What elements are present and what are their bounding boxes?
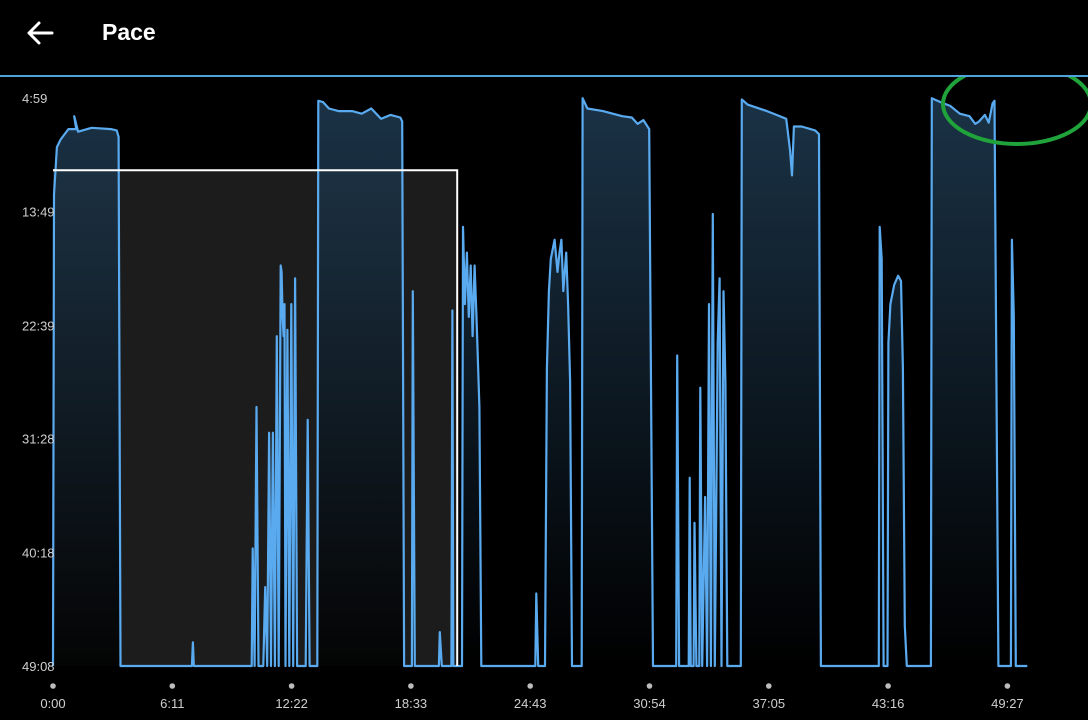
- pace-area-fill: [53, 98, 1028, 666]
- x-tick-dot: [885, 683, 891, 689]
- x-tick-dot: [408, 683, 414, 689]
- x-tick-label: 0:00: [40, 696, 65, 711]
- x-tick-label: 12:22: [275, 696, 308, 711]
- page-title: Pace: [102, 19, 156, 45]
- header-divider: [0, 75, 1088, 77]
- annotation-ellipse: [941, 62, 1088, 146]
- x-tick-dot: [766, 683, 772, 689]
- x-tick-label: 37:05: [753, 696, 786, 711]
- x-tick-label: 18:33: [395, 696, 428, 711]
- x-tick-label: 6:11: [160, 696, 184, 711]
- arrow-left-icon: [27, 21, 54, 45]
- x-tick-dot: [646, 683, 653, 689]
- y-tick-label: 40:18: [22, 545, 55, 560]
- x-tick-dot: [1004, 683, 1011, 689]
- x-tick-dot: [169, 683, 176, 689]
- app-bar: Pace: [0, 0, 1088, 75]
- x-tick-label: 30:54: [633, 696, 666, 711]
- y-tick-label: 4:59: [22, 91, 47, 106]
- back-button[interactable]: [22, 15, 58, 51]
- pace-chart-svg[interactable]: 4:59 13:49 22:39 31:28 40:18 49:08 0:00 6:11 12:…: [0, 62, 1088, 715]
- x-tick-label: 43:16: [872, 696, 905, 711]
- y-tick-label: 49:08: [22, 659, 55, 674]
- x-tick-dot: [288, 683, 295, 689]
- x-tick-label: 49:27: [991, 696, 1024, 711]
- pace-line: [51, 97, 1028, 668]
- x-tick-dot: [527, 683, 533, 689]
- y-tick-label: 13:49: [22, 205, 55, 220]
- x-tick-label: 24:43: [514, 696, 547, 711]
- y-tick-label: 31:28: [22, 432, 55, 447]
- selection-border: [53, 169, 459, 666]
- pace-chart[interactable]: 4:59 13:49 22:39 31:28 40:18 49:08 0:00 6:11 12:…: [0, 62, 1088, 715]
- x-tick-dot: [50, 683, 56, 689]
- y-tick-label: 22:39: [22, 318, 55, 333]
